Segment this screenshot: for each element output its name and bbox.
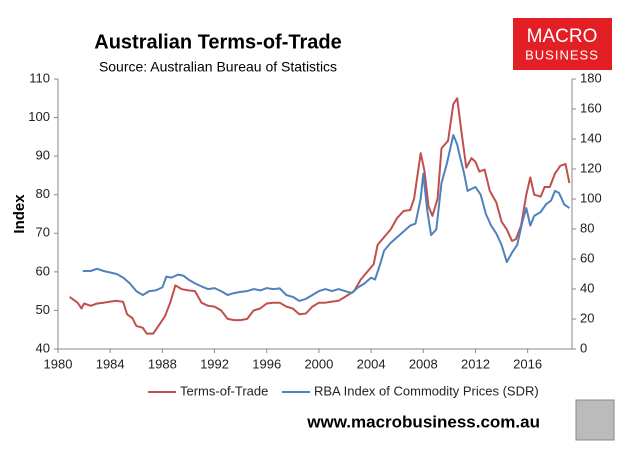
y-tick-label: 40 [36, 340, 50, 355]
legend-label: Terms-of-Trade [180, 383, 268, 398]
y-tick-label: 90 [36, 148, 50, 163]
x-tick-label: 1984 [96, 356, 125, 371]
x-tick-label: 2012 [461, 356, 490, 371]
y2-tick-label: 160 [580, 100, 602, 115]
footer: www.macrobusiness.com.au [306, 412, 540, 431]
x-tick-label: 1992 [200, 356, 229, 371]
y2-tick-label: 120 [580, 160, 602, 175]
y-tick-label: 60 [36, 263, 50, 278]
y2-tick-label: 140 [580, 130, 602, 145]
y-axis-label: Index [11, 194, 28, 234]
y2-tick-label: 40 [580, 280, 594, 295]
logo-text: MACRO [527, 26, 598, 47]
legend-label: RBA Index of Commodity Prices (SDR) [314, 383, 539, 398]
chart-title: Australian Terms-of-Trade [94, 31, 341, 53]
x-tick-label: 1980 [44, 356, 73, 371]
x-tick-label: 2016 [513, 356, 542, 371]
y-tick-label: 70 [36, 225, 50, 240]
logo-text: BUSINESS [525, 47, 599, 62]
y2-tick-label: 0 [580, 340, 587, 355]
series-line [69, 97, 571, 335]
logo-icon [575, 399, 615, 441]
y2-tick-label: 180 [580, 70, 602, 85]
y-tick-label: 80 [36, 186, 50, 201]
x-tick-label: 2008 [409, 356, 438, 371]
chart-subtitle: Source: Australian Bureau of Statistics [99, 59, 337, 75]
logo-box [513, 18, 612, 70]
y2-tick-label: 20 [580, 310, 594, 325]
x-tick-label: 2004 [357, 356, 386, 371]
y-tick-label: 100 [28, 109, 50, 124]
y2-tick-label: 60 [580, 250, 594, 265]
series-line [82, 134, 570, 302]
y-tick-label: 50 [36, 302, 50, 317]
y-tick-label: 110 [29, 70, 50, 85]
x-tick-label: 1996 [252, 356, 281, 371]
y2-tick-label: 100 [580, 190, 602, 205]
x-tick-label: 2000 [304, 356, 333, 371]
x-tick-label: 1988 [148, 356, 177, 371]
y2-tick-label: 80 [580, 220, 594, 235]
